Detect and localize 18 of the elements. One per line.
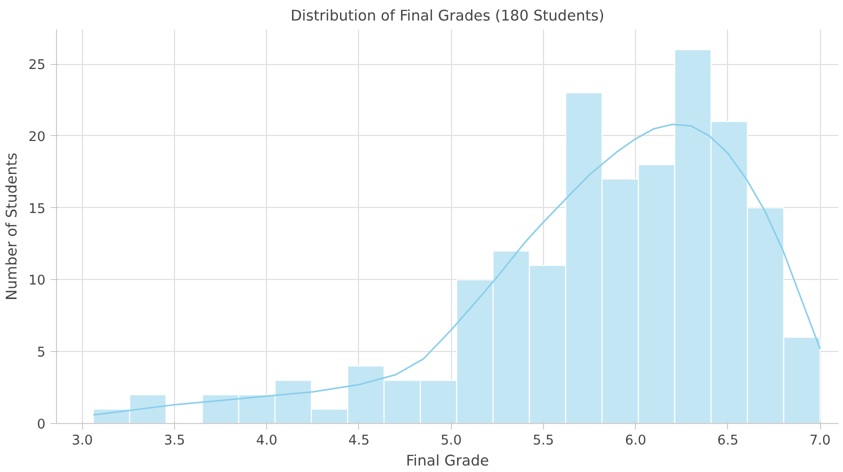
x-tick-label: 4.5 [348,434,370,448]
x-tick-label: 5.5 [532,434,554,448]
x-axis-title: Final Grade [406,452,490,470]
y-tick-label: 25 [28,58,46,74]
x-tick-label: 6.5 [717,434,738,448]
y-tick-label: 5 [37,346,46,361]
y-tick-label: 20 [28,130,46,145]
y-tick-label: 10 [28,274,46,289]
y-tick-label: 0 [37,418,46,432]
x-tick-label: 3.5 [164,434,186,448]
x-tick-label: 3.0 [72,434,93,448]
y-tick-label: 15 [28,202,46,217]
x-tick-label: 4.0 [256,434,278,448]
x-tick-label: 5.0 [440,434,462,448]
y-axis-title: Number of Students [4,152,21,300]
x-tick-label: 6.0 [625,434,646,448]
chart-title: Distribution of Final Grades (180 Students) [290,8,604,24]
x-tick-label: 7.0 [809,434,831,448]
